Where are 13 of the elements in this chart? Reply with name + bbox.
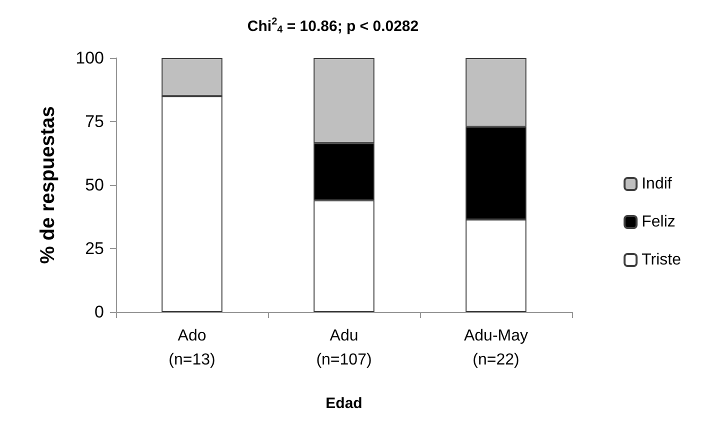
x-tick-label: Adu (n=107) — [316, 328, 372, 368]
y-axis-title: % de respuestas — [37, 106, 59, 264]
legend-label: Feliz — [642, 214, 676, 230]
x-tick-label: Adu-May (n=22) — [464, 328, 528, 368]
x-axis-title: Edad — [326, 395, 362, 412]
y-tick-label: 50 — [85, 176, 104, 194]
y-tick-label: 25 — [85, 239, 104, 258]
legend-label: Indif — [642, 176, 672, 192]
legend-label: Triste — [642, 252, 682, 268]
x-tick-label: Ado (n=13) — [168, 328, 216, 368]
y-tick-label: 0 — [94, 302, 104, 322]
y-tick-label: 75 — [85, 112, 104, 131]
y-tick-label: 100 — [76, 48, 104, 68]
